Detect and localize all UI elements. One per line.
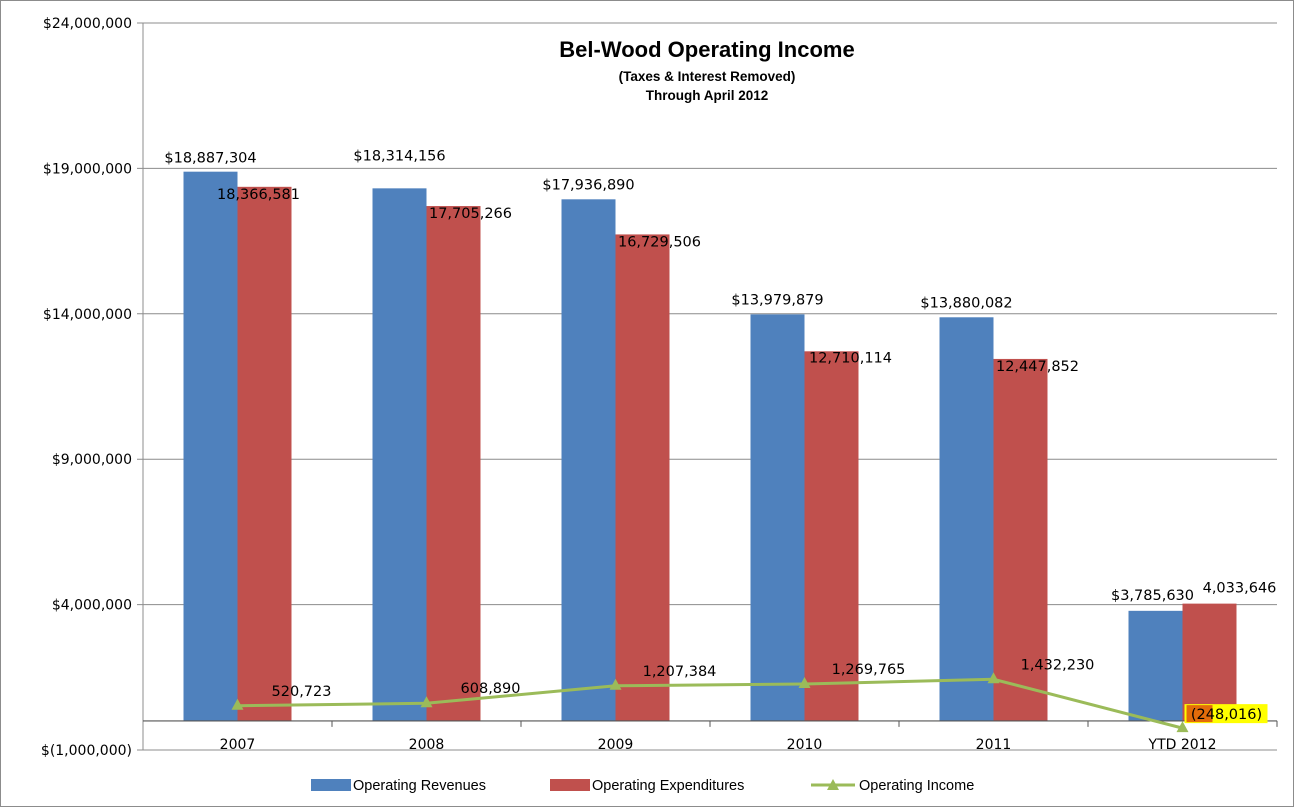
expenditure-bar (615, 234, 670, 721)
legend-swatch-expenditures (550, 779, 590, 791)
income-marker (1176, 721, 1189, 733)
expenditure-data-label: 17,705,266 (429, 206, 512, 222)
x-tick-label: 2007 (220, 737, 256, 753)
income-marker (987, 672, 1000, 684)
legend-label-expenditures: Operating Expenditures (592, 778, 744, 794)
legend-label-revenues: Operating Revenues (353, 778, 486, 794)
y-tick-label: $4,000,000 (52, 598, 132, 614)
revenue-bar (183, 171, 238, 721)
x-tick-label: 2009 (598, 737, 634, 753)
income-highlight-inner (1186, 705, 1213, 723)
legend-label-income: Operating Income (859, 778, 974, 794)
income-marker (609, 678, 622, 690)
revenue-bar (1128, 610, 1183, 721)
x-tick-label: 2010 (787, 737, 823, 753)
y-tick-label: $19,000,000 (43, 161, 132, 177)
chart-subtitle-date: Through April 2012 (646, 88, 769, 103)
revenue-data-label: $18,887,304 (164, 151, 256, 167)
chart-title: Bel-Wood Operating Income (559, 37, 854, 62)
y-tick-label: $24,000,000 (43, 16, 132, 32)
bars (183, 171, 1237, 721)
x-tick-label: YTD 2012 (1148, 737, 1217, 753)
revenue-data-label: $13,979,879 (731, 292, 823, 308)
x-tick-label: 2008 (409, 737, 445, 753)
expenditure-bar (993, 358, 1048, 721)
expenditure-bar (426, 206, 481, 721)
expenditure-data-label: 12,710,114 (809, 350, 892, 366)
revenue-bar (939, 317, 994, 721)
revenue-data-label: $17,936,890 (542, 177, 634, 193)
expenditure-bar (804, 351, 859, 721)
gridlines (137, 22, 1277, 751)
income-data-label: 608,890 (461, 681, 521, 697)
y-tick-label: $(1,000,000) (41, 743, 132, 759)
income-marker (420, 696, 433, 708)
expenditure-data-label: 4,033,646 (1203, 581, 1277, 597)
expenditure-bar (1182, 603, 1237, 721)
expenditure-bar (237, 186, 292, 721)
x-tick-label: 2011 (976, 737, 1012, 753)
axes: $(1,000,000) $4,000,000 $9,000,000 $14,000,… (41, 16, 1278, 759)
income-data-label: 1,269,765 (832, 662, 906, 678)
chart-subtitle: (Taxes & Interest Removed) (619, 69, 796, 84)
income-marker (798, 676, 811, 688)
revenue-bar (750, 314, 805, 721)
revenue-bar (561, 199, 616, 721)
expenditure-data-label: 12,447,852 (996, 359, 1079, 375)
income-data-label: 1,432,230 (1021, 657, 1095, 673)
income-line-path (237, 677, 1183, 730)
expenditure-data-label: 18,366,581 (217, 187, 300, 203)
legend: Operating Revenues Operating Expenditure… (311, 778, 974, 794)
legend-swatch-revenues (311, 779, 351, 791)
legend-swatch-income-marker (827, 779, 839, 790)
income-data-label: 520,723 (272, 684, 332, 700)
revenue-data-label: $18,314,156 (353, 148, 445, 164)
income-data-label: 1,207,384 (643, 664, 717, 680)
y-tick-label: $14,000,000 (43, 307, 132, 323)
y-tick-label: $9,000,000 (52, 452, 132, 468)
revenue-bar (372, 188, 427, 721)
income-line (231, 672, 1189, 733)
data-labels: $18,887,304 $18,314,156 $17,936,890 $13,979… (164, 148, 1277, 724)
income-marker (231, 698, 244, 710)
expenditure-data-label: 16,729,506 (618, 234, 701, 250)
revenue-data-label: $13,880,082 (920, 295, 1012, 311)
income-data-label: (248,016) (1191, 707, 1262, 723)
revenue-data-label: $3,785,630 (1111, 588, 1194, 604)
